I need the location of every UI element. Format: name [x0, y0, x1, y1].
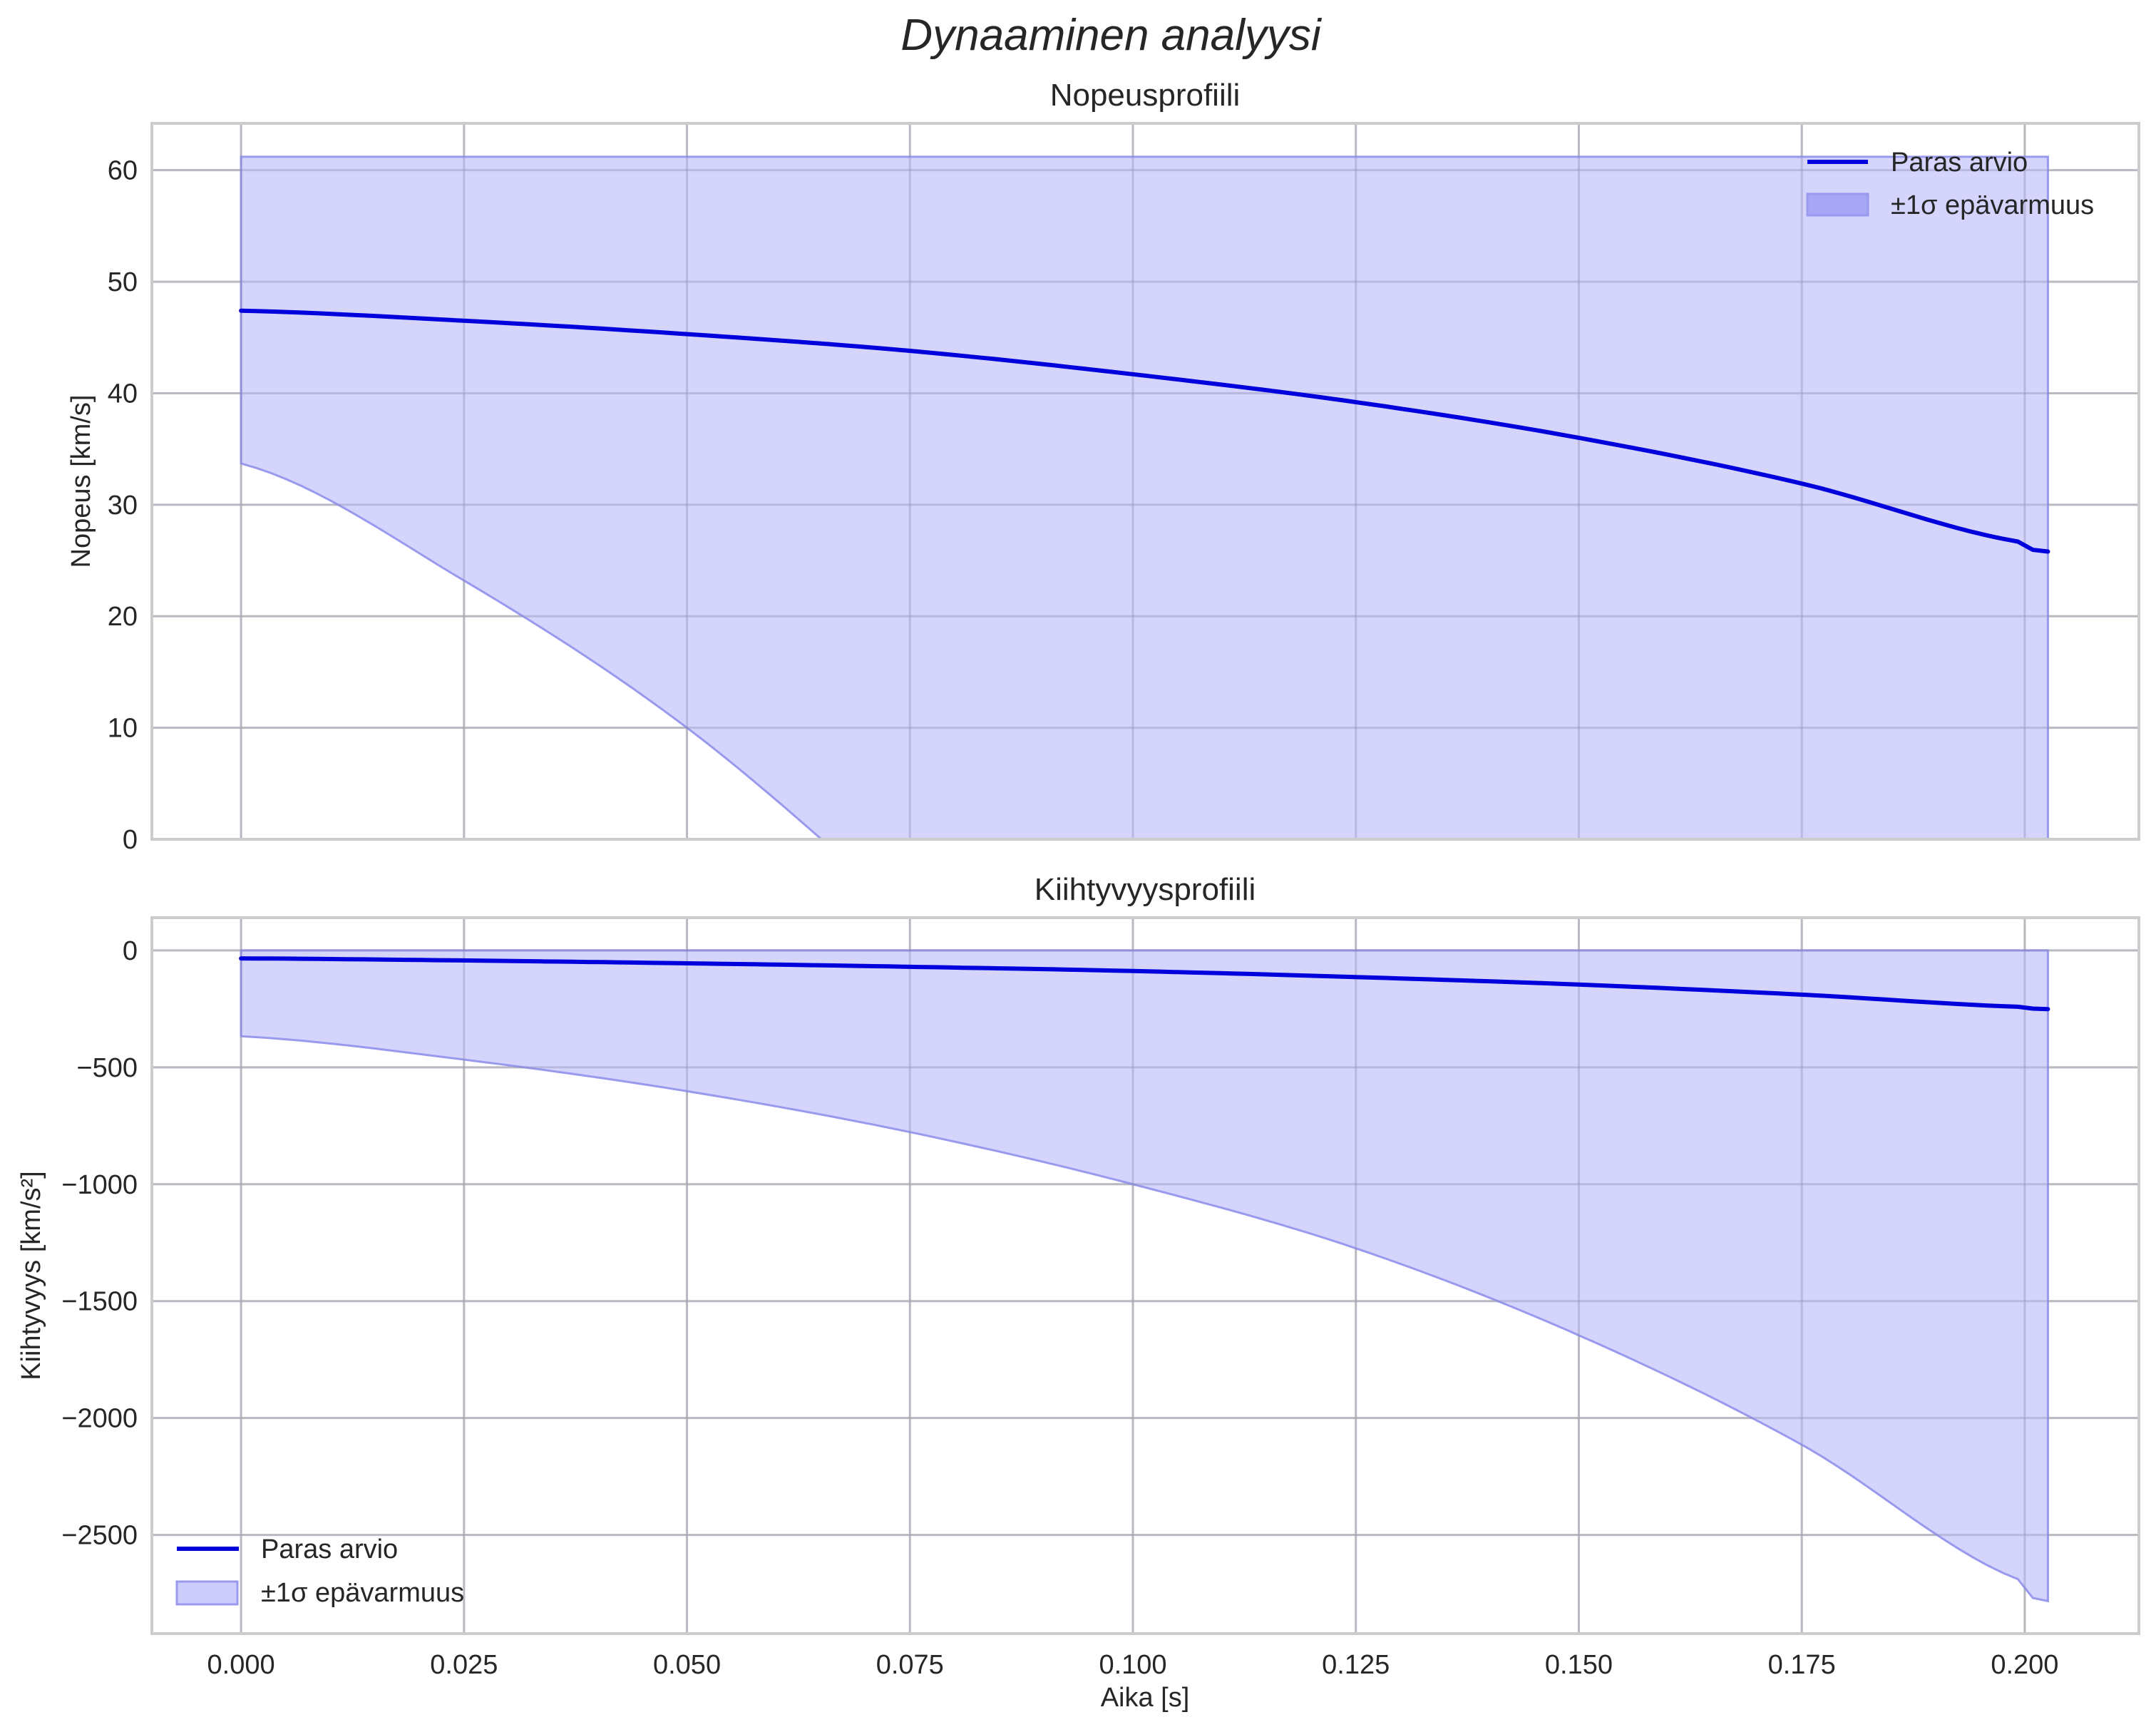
x-tick-label: 0.000: [207, 1650, 275, 1680]
legend-label-best-estimate: Paras arvio: [1891, 148, 2028, 178]
velocity-uncertainty-band: [152, 123, 2139, 839]
velocity-y-ticks: 0 10 20 30 40 50 60: [108, 156, 138, 855]
velocity-legend: Paras arvio ±1σ epävarmuus: [1806, 148, 2094, 220]
velocity-plot: Nopeusprofiili 0 10 20 30 40 50 60 Nopeus [km/…: [66, 78, 2140, 855]
y-tick-label: −2000: [61, 1404, 138, 1434]
y-tick-label: −1000: [61, 1170, 138, 1200]
acceleration-y-ticks: 0 −500 −1000 −1500 −2000 −2500: [61, 936, 138, 1551]
legend-band-swatch: [1806, 193, 1869, 217]
x-axis-ticks: 0.000 0.025 0.050 0.075 0.100 0.125 0.150 0.175…: [207, 1650, 2059, 1680]
y-tick-label: −2500: [61, 1521, 138, 1551]
legend-label-uncertainty: ±1σ epävarmuus: [1891, 190, 2094, 220]
legend-label-uncertainty: ±1σ epävarmuus: [261, 1578, 464, 1608]
acceleration-y-axis-label: Kiihtyvyys [km/s²]: [16, 1171, 46, 1380]
y-tick-label: 50: [108, 267, 138, 297]
legend-label-best-estimate: Paras arvio: [261, 1534, 398, 1564]
x-tick-label: 0.125: [1322, 1650, 1390, 1680]
y-tick-label: 40: [108, 379, 138, 409]
x-tick-label: 0.150: [1545, 1650, 1613, 1680]
x-tick-label: 0.025: [430, 1650, 498, 1680]
y-tick-label: 60: [108, 156, 138, 186]
x-axis-label: Aika [s]: [1101, 1683, 1190, 1713]
acceleration-plot-title: Kiihtyvyysprofiili: [1035, 872, 1256, 907]
y-tick-label: −1500: [61, 1287, 138, 1317]
x-tick-label: 0.050: [653, 1650, 721, 1680]
y-tick-label: −500: [76, 1053, 138, 1083]
acceleration-uncertainty-band: [152, 918, 2139, 1634]
velocity-best-estimate-line: [239, 308, 2050, 554]
velocity-plot-title: Nopeusprofiili: [1050, 78, 1241, 113]
y-tick-label: 10: [108, 714, 138, 744]
acceleration-plot: Kiihtyvyysprofiili 0 −500 −1000 −1500 −2000 −…: [16, 872, 2140, 1713]
velocity-axes-frame: [150, 122, 2140, 841]
x-tick-label: 0.075: [876, 1650, 944, 1680]
acceleration-axes-frame: [150, 916, 2140, 1635]
y-tick-label: 0: [123, 825, 138, 855]
y-tick-label: 0: [123, 936, 138, 966]
y-tick-label: 30: [108, 491, 138, 521]
velocity-y-axis-label: Nopeus [km/s]: [66, 395, 96, 568]
acceleration-legend: Paras arvio ±1σ epävarmuus: [175, 1534, 464, 1608]
y-tick-label: 20: [108, 602, 138, 632]
x-tick-label: 0.200: [1991, 1650, 2058, 1680]
x-tick-label: 0.100: [1099, 1650, 1166, 1680]
legend-band-swatch: [175, 1580, 239, 1606]
acceleration-best-estimate-line: [239, 956, 2050, 1012]
figure-title: Dynaaminen analyysi: [900, 11, 1323, 60]
x-tick-label: 0.175: [1768, 1650, 1836, 1680]
